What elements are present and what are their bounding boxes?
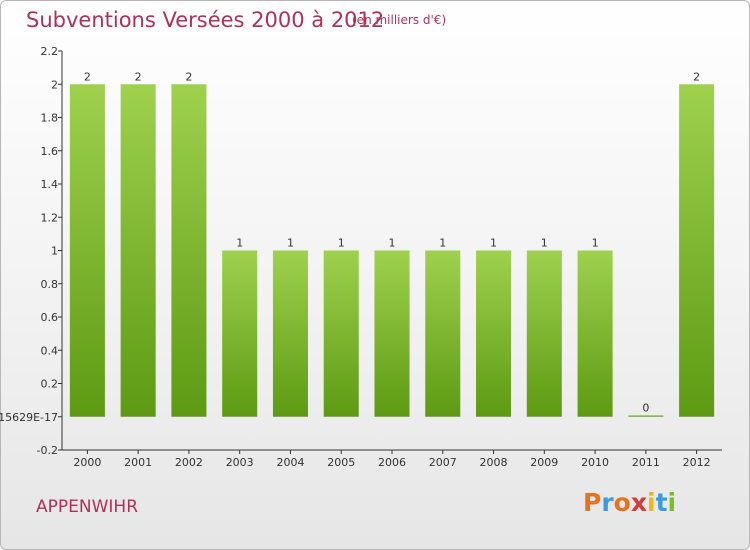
x-tick-label: 2012	[683, 456, 711, 469]
y-tick-label: 0.2	[41, 378, 59, 391]
bars-group	[69, 84, 715, 417]
x-tick-label: 2000	[73, 456, 101, 469]
y-tick-label: 0.6	[41, 311, 59, 324]
x-tick-label: 2011	[632, 456, 660, 469]
x-axis: 2000 2001 2002 2003 2004 2005 2006 2007 2008 2009…	[62, 449, 722, 469]
x-tick-label: 2008	[480, 456, 508, 469]
x-tick-label: 2003	[226, 456, 254, 469]
value-label-2012: 2	[693, 70, 700, 83]
x-tick-label: 2007	[429, 456, 457, 469]
bar-2007	[425, 250, 461, 417]
value-label-2006: 1	[389, 237, 396, 250]
y-tick-label: 1.2	[41, 211, 59, 224]
y-tick-label: 0.4	[41, 344, 59, 357]
logo-letter: i	[667, 488, 677, 517]
y-tick-label: -15629E-17	[0, 411, 58, 424]
y-tick-label: 0.8	[41, 278, 59, 291]
proxiti-logo: Proxiti	[583, 488, 676, 517]
x-tick-label: 2010	[581, 456, 609, 469]
value-label-2008: 1	[490, 237, 497, 250]
y-tick-label: 1.4	[41, 178, 59, 191]
logo-letter: i	[647, 488, 656, 517]
logo-letter: P	[583, 488, 602, 517]
logo-letter: t	[655, 488, 668, 517]
value-label-2004: 1	[287, 237, 294, 250]
logo-letter: r	[601, 488, 614, 517]
y-tick-label: 1.6	[41, 145, 59, 158]
value-label-2009: 1	[541, 237, 548, 250]
x-tick-label: 2005	[327, 456, 355, 469]
bar-2012	[679, 84, 715, 417]
bar-2005	[323, 250, 359, 417]
value-label-2010: 1	[592, 237, 599, 250]
bar-2002	[171, 84, 207, 417]
value-label-2011: 0	[642, 401, 649, 414]
y-tick-label: 1	[51, 245, 58, 258]
bar-2004	[272, 250, 308, 417]
bar-2009	[526, 250, 562, 417]
bar-2010	[577, 250, 613, 417]
bar-2003	[222, 250, 258, 417]
x-tick-label: 2009	[530, 456, 558, 469]
x-tick-label: 2004	[276, 456, 304, 469]
value-label-2007: 1	[439, 237, 446, 250]
x-tick-label: 2002	[175, 456, 203, 469]
bar-2011	[628, 415, 664, 417]
value-label-2005: 1	[338, 237, 345, 250]
commune-name: APPENWIHR	[36, 497, 139, 517]
value-labels-group: 2 2 2 1 1 1 1 1 1 1 1 0 2	[84, 70, 700, 414]
bar-2001	[120, 84, 156, 417]
chart-unit-subtitle: (en milliers d'€)	[352, 13, 447, 27]
x-tick-label: 2001	[124, 456, 152, 469]
value-label-2000: 2	[84, 70, 91, 83]
value-label-2002: 2	[185, 70, 192, 83]
value-label-2001: 2	[135, 70, 142, 83]
chart-title: Subventions Versées 2000 à 2012	[26, 8, 385, 32]
value-label-2003: 1	[236, 237, 243, 250]
bar-2006	[374, 250, 410, 417]
x-tick-label: 2006	[378, 456, 406, 469]
y-axis: -0.2 -15629E-17 0.2 0.4 0.6 0.8 1 1.2 1.4 1.6 1.8 2…	[0, 45, 63, 457]
logo-letter: x	[630, 488, 647, 517]
y-tick-label: 2	[51, 78, 58, 91]
logo-letter: o	[613, 488, 631, 517]
y-tick-label: 1.8	[41, 112, 59, 125]
y-tick-label: -0.2	[37, 444, 58, 457]
bar-2008	[476, 250, 512, 417]
bar-2000	[69, 84, 105, 417]
y-tick-label: 2.2	[41, 45, 59, 58]
